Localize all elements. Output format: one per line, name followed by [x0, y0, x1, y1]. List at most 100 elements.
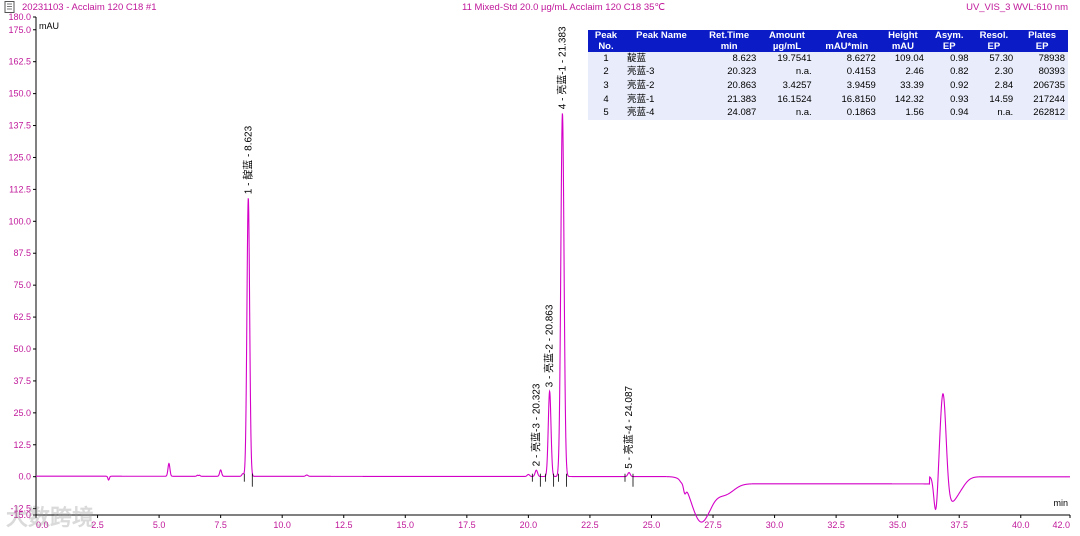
x-tick-label: 0.0: [36, 520, 49, 530]
column-header: Area mAU*min: [814, 30, 879, 52]
table-row: 3 亮蓝-2 20.863 3.4257 3.9459 33.39 0.92 2.84 2067…: [588, 79, 1068, 93]
table-cell: 0.92: [950, 79, 969, 91]
y-tick-label: 150.0: [8, 89, 31, 99]
peak-label: 2 - 亮蓝-3 - 20.323: [529, 383, 542, 466]
column-header-line1: Area: [836, 30, 858, 41]
column-header: Height mAU: [878, 30, 927, 52]
table-cell: 靛蓝: [626, 52, 646, 64]
column-header-line2: EP: [1035, 41, 1049, 52]
y-tick-label: 125.0: [8, 152, 31, 162]
table-cell: 1: [603, 52, 609, 64]
x-tick-label: 10.0: [273, 520, 291, 530]
table-cell: 16.8150: [841, 93, 876, 105]
x-tick-label: 7.5: [214, 520, 227, 530]
table-cell: 0.93: [950, 93, 969, 105]
x-tick-label: 37.5: [950, 520, 968, 530]
table-cell: 0.4153: [846, 66, 876, 78]
column-header-line1: Peak Name: [636, 30, 687, 41]
table-cell: 20.323: [727, 66, 757, 78]
y-tick-label: 180.0: [8, 12, 31, 22]
x-tick-label: 15.0: [397, 520, 415, 530]
y-tick-label: 100.0: [8, 216, 31, 226]
y-tick-label: 112.5: [9, 184, 31, 194]
column-header-line2: [626, 41, 697, 52]
column-header-line1: Height: [888, 30, 918, 41]
table-cell: 21.383: [727, 93, 757, 105]
peak-label: 4 - 亮蓝-1 - 21.383: [555, 26, 568, 109]
table-row: 5 亮蓝-4 24.087 n.a. 0.1863 1.56 0.94 n.a. 262812: [588, 106, 1068, 120]
x-tick-label: 42.0: [1052, 520, 1070, 530]
table-cell: 1.56: [905, 107, 924, 119]
table-cell: 33.39: [900, 79, 924, 91]
y-tick-label: 37.5: [13, 376, 31, 386]
x-tick-label: 20.0: [520, 520, 538, 530]
table-cell: 亮蓝-1: [626, 93, 655, 105]
chart-axes: 180.0175.0162.5150.0137.5125.0112.5100.0…: [8, 12, 1071, 530]
y-tick-label: 137.5: [8, 121, 31, 131]
chromatogram-trace: [36, 113, 1071, 523]
column-header: Ret.Time min: [699, 30, 760, 52]
document-icon: [4, 1, 15, 13]
x-tick-label: 32.5: [827, 520, 845, 530]
table-cell: 2.46: [905, 66, 924, 78]
column-header-line2: µg/mL: [772, 41, 802, 52]
table-cell: 78938: [1038, 52, 1065, 64]
column-header-line2: EP: [987, 41, 1001, 52]
table-row: 1 靛蓝 8.623 19.7541 8.6272 109.04 0.98 57.30 7893…: [588, 52, 1068, 66]
table-cell: 109.04: [894, 52, 924, 64]
table-cell: 0.1863: [846, 107, 876, 119]
column-header-line1: Amount: [769, 30, 805, 41]
y-tick-label: 87.5: [13, 248, 31, 258]
chromatogram-line: [36, 113, 1071, 523]
column-header-line2: EP: [942, 41, 956, 52]
y-tick-label: 50.0: [13, 344, 31, 354]
column-header-line2: mAU*min: [825, 41, 869, 52]
header-injection-title: 11 Mixed-Std 20.0 µg/mL Acclaim 120 C18 …: [462, 2, 666, 13]
column-header-line2: min: [720, 41, 738, 52]
y-tick-label: 75.0: [13, 280, 31, 290]
table-cell: 8.623: [732, 52, 757, 64]
column-header: Amount µg/mL: [759, 30, 815, 52]
table-cell: 16.1524: [777, 93, 812, 105]
table-cell: 217244: [1033, 93, 1065, 105]
header-channel: UV_VIS_3 WVL:610 nm: [966, 2, 1068, 13]
peak-label: 3 - 亮蓝-2 - 20.863: [543, 304, 556, 387]
table-cell: 3.4257: [782, 79, 812, 91]
table-cell: 3: [603, 79, 609, 91]
watermark: 大数跨境: [6, 506, 95, 531]
y-tick-label: 12.5: [13, 440, 31, 450]
table-cell: n.a.: [997, 107, 1014, 119]
table-cell: 2.84: [994, 79, 1014, 91]
table-cell: n.a.: [795, 107, 812, 119]
peak-label: 5 - 亮蓝-4 - 24.087: [622, 385, 635, 468]
x-tick-label: 30.0: [766, 520, 784, 530]
x-tick-label: 27.5: [704, 520, 722, 530]
table-body: 1 靛蓝 8.623 19.7541 8.6272 109.04 0.98 57.30 7893…: [588, 52, 1068, 120]
y-tick-label: 62.5: [13, 312, 31, 322]
column-header: Peak Name: [623, 30, 699, 52]
table-cell: 3.9459: [846, 79, 876, 91]
x-tick-label: 5.0: [153, 520, 166, 530]
table-cell: 24.087: [727, 107, 757, 119]
column-header-line1: Plates: [1028, 30, 1057, 41]
column-header: Resol. EP: [971, 30, 1017, 52]
table-cell: 14.59: [989, 93, 1014, 105]
table-cell: 0.94: [950, 107, 969, 119]
table-cell: 亮蓝-3: [626, 66, 655, 78]
table-cell: 亮蓝-2: [626, 79, 655, 91]
table-cell: 142.32: [894, 93, 924, 105]
table-cell: 206735: [1033, 79, 1065, 91]
column-header-line2: mAU: [891, 41, 914, 52]
column-header-line1: Peak: [594, 30, 618, 41]
column-header-line2: No.: [598, 41, 614, 52]
table-row: 4 亮蓝-1 21.383 16.1524 16.8150 142.32 0.93 14.59…: [588, 93, 1068, 107]
table-cell: 0.98: [950, 52, 969, 64]
table-cell: 57.30: [989, 52, 1014, 64]
y-tick-label: -15.0: [10, 510, 31, 520]
column-header-line1: Ret.Time: [709, 30, 750, 41]
x-tick-label: 35.0: [889, 520, 907, 530]
y-tick-label: 25.0: [13, 408, 31, 418]
y-tick-label: -12.5: [10, 504, 31, 514]
